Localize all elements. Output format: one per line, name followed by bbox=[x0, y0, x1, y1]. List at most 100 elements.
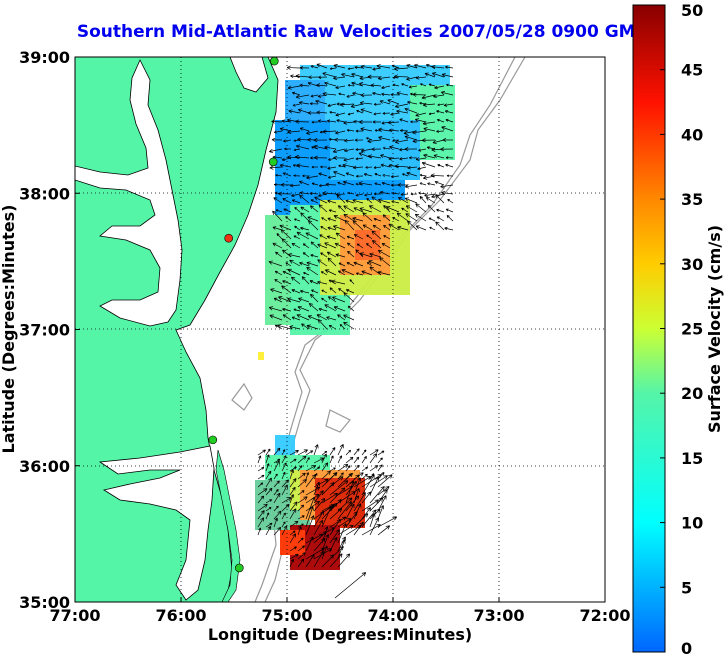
velocity-arrow bbox=[265, 477, 272, 488]
velocity-arrow bbox=[297, 449, 308, 456]
velocity-arrow bbox=[321, 289, 328, 294]
velocity-arrow bbox=[419, 173, 427, 177]
velocity-arrow bbox=[388, 156, 400, 161]
velocity-arrow bbox=[305, 450, 314, 456]
velocity-arrow bbox=[347, 112, 355, 116]
velocity-arrow bbox=[317, 259, 328, 267]
velocity-arrow bbox=[310, 293, 319, 303]
velocity-arrow bbox=[428, 83, 436, 87]
station-marker bbox=[208, 435, 218, 445]
velocity-arrow bbox=[388, 223, 400, 231]
velocity-arrow bbox=[369, 513, 376, 528]
velocity-arrow bbox=[368, 205, 382, 213]
velocity-arrow bbox=[374, 173, 382, 177]
velocity-arrow bbox=[368, 260, 382, 267]
velocity-arrow bbox=[281, 512, 286, 520]
velocity-arrow bbox=[295, 74, 310, 79]
velocity-arrow bbox=[325, 182, 337, 187]
colorbar-tick-label: 20 bbox=[681, 384, 703, 403]
velocity-arrow bbox=[445, 156, 454, 160]
velocity-arrow bbox=[329, 487, 346, 504]
velocity-arrow bbox=[373, 112, 382, 116]
velocity-arrow bbox=[366, 262, 373, 267]
colorbar-tick-label: 10 bbox=[681, 514, 703, 533]
colorbar-label: Surface Velocity (cm/s) bbox=[705, 225, 724, 433]
velocity-arrow bbox=[333, 305, 346, 312]
velocity-arrow bbox=[319, 234, 328, 240]
velocity-arrow bbox=[329, 111, 337, 114]
velocity-arrow bbox=[286, 65, 301, 70]
velocity-arrow bbox=[361, 509, 377, 528]
velocity-arrow bbox=[289, 325, 301, 330]
velocity-arrow bbox=[360, 93, 373, 98]
velocity-arrow bbox=[441, 126, 454, 132]
velocity-arrow bbox=[419, 196, 427, 204]
velocity-arrow bbox=[429, 226, 436, 231]
velocity-arrow bbox=[371, 147, 382, 151]
velocity-arrow bbox=[307, 216, 319, 222]
velocity-arrow bbox=[405, 205, 418, 213]
velocity-arrow bbox=[316, 110, 328, 115]
velocity-arrow bbox=[336, 194, 346, 204]
colorbar-tick-label: 40 bbox=[681, 125, 703, 144]
velocity-arrow bbox=[358, 181, 373, 186]
velocity-arrow bbox=[268, 260, 283, 267]
velocity-arrow bbox=[356, 243, 364, 249]
velocity-arrow bbox=[297, 472, 306, 480]
velocity-arrow bbox=[366, 197, 373, 204]
velocity-arrow bbox=[376, 64, 391, 69]
velocity-arrow bbox=[407, 100, 418, 105]
velocity-arrow bbox=[333, 225, 346, 231]
velocity-arrow bbox=[306, 267, 319, 276]
velocity-arrow bbox=[313, 155, 328, 160]
velocity-arrow bbox=[277, 324, 292, 330]
velocity-arrow bbox=[327, 103, 337, 108]
velocity-arrow bbox=[306, 324, 319, 330]
velocity-arrow bbox=[436, 216, 445, 222]
velocity-arrow bbox=[311, 120, 319, 124]
velocity-arrow bbox=[408, 85, 418, 89]
velocity-arrow bbox=[326, 251, 337, 258]
velocity-arrow bbox=[273, 510, 282, 520]
velocity-arrow bbox=[257, 474, 265, 480]
velocity-arrow bbox=[307, 220, 319, 231]
velocity-arrow bbox=[415, 157, 427, 161]
velocity-arrow bbox=[327, 226, 337, 231]
station-marker bbox=[235, 563, 244, 573]
velocity-arrow bbox=[327, 175, 337, 179]
grid-lines bbox=[75, 57, 605, 602]
velocity-arrow bbox=[361, 456, 367, 464]
velocity-arrow bbox=[339, 324, 346, 330]
velocity-arrow bbox=[317, 319, 328, 330]
velocity-arrow bbox=[268, 306, 283, 312]
velocity-arrow bbox=[347, 250, 355, 258]
velocity-arrow bbox=[299, 127, 310, 132]
velocity-arrow bbox=[343, 213, 355, 222]
velocity-arrow bbox=[369, 252, 382, 258]
velocity-arrow bbox=[299, 83, 310, 88]
velocity-arrow bbox=[381, 181, 391, 186]
velocity-arrow bbox=[351, 81, 364, 87]
velocity-arrow bbox=[352, 220, 364, 231]
velocity-arrow bbox=[421, 94, 436, 100]
y-tick-label: 38:00 bbox=[19, 184, 70, 203]
velocity-arrow bbox=[320, 271, 328, 276]
velocity-arrow bbox=[421, 161, 436, 168]
velocity-arrow bbox=[359, 76, 373, 81]
velocity-arrow bbox=[300, 212, 310, 222]
velocity-arrow bbox=[369, 475, 388, 488]
velocity-arrow bbox=[346, 262, 355, 267]
velocity-arrow bbox=[333, 64, 346, 69]
velocity-arrow bbox=[369, 473, 375, 480]
velocity-arrow bbox=[360, 108, 373, 114]
velocity-arrow bbox=[345, 449, 352, 456]
velocity-arrow bbox=[318, 204, 328, 213]
velocity-arrow bbox=[311, 165, 319, 169]
velocity-arrow bbox=[382, 111, 391, 115]
velocity-arrow bbox=[408, 156, 418, 160]
velocity-arrow bbox=[337, 314, 346, 321]
velocity-arrow bbox=[393, 66, 409, 71]
velocity-arrow bbox=[329, 529, 340, 544]
velocity-arrow bbox=[338, 92, 346, 96]
velocity-arrow bbox=[289, 533, 297, 544]
